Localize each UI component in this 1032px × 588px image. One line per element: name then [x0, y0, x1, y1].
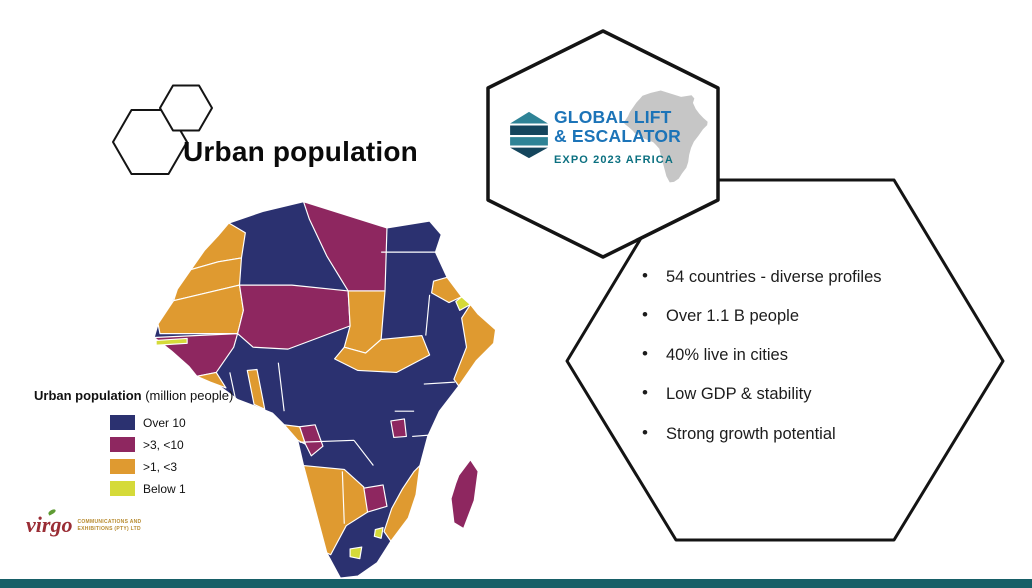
- legend-swatch-below-1: [110, 481, 135, 496]
- africa-silhouette-watermark: [624, 90, 708, 183]
- legend-row: Below 1: [110, 481, 294, 496]
- page-title: Urban population: [183, 136, 418, 167]
- legend-swatch-gt1-lt3: [110, 459, 135, 474]
- hexagon-shape: [486, 29, 720, 259]
- map-region: [302, 464, 369, 556]
- legend-label: Over 10: [143, 415, 186, 430]
- legend-items: Over 10 >3, <10 >1, <3 Below 1: [110, 415, 294, 496]
- fact-item: Over 1.1 B people: [630, 306, 960, 325]
- map-region: [333, 334, 431, 374]
- legend-label: Below 1: [143, 481, 186, 496]
- virgo-wordmark: virgo: [26, 512, 73, 537]
- logo-line-3: EXPO 2023 AFRICA: [554, 154, 674, 166]
- legend-row: >1, <3: [110, 459, 294, 474]
- map-region: [383, 464, 421, 542]
- legend-label: >3, <10: [143, 437, 184, 452]
- fact-item: Low GDP & stability: [630, 384, 960, 403]
- logo-line-1: GLOBAL LIFT: [554, 107, 672, 127]
- legend-swatch-over-10: [110, 415, 135, 430]
- map-region: [373, 527, 384, 539]
- map-region: [390, 418, 407, 438]
- logo-band: [510, 125, 548, 135]
- africa-choropleth-map: [153, 201, 497, 579]
- map-region: [455, 296, 471, 311]
- fact-item: 40% live in cities: [630, 345, 960, 364]
- fact-item: Strong growth potential: [630, 424, 960, 443]
- decorative-hexagons-icon: [112, 84, 213, 175]
- map-region: [155, 337, 188, 346]
- legend-swatch-gt3-lt10: [110, 437, 135, 452]
- legend-row: Over 10: [110, 415, 294, 430]
- africa-shape: [624, 90, 708, 183]
- map-region: [196, 371, 227, 389]
- map-region: [349, 546, 363, 560]
- hexagon-outline-small-icon: [159, 84, 213, 132]
- map-region: [299, 424, 324, 457]
- logo-band: [510, 111, 548, 124]
- map-region: [453, 303, 497, 387]
- legend-title-normal: (million people): [141, 388, 234, 403]
- logo-line-2: & ESCALATOR: [554, 126, 681, 146]
- virgo-brand-text: virgo: [26, 508, 73, 537]
- legend-label: >1, <3: [143, 459, 178, 474]
- legend-title-bold: Urban population: [34, 388, 142, 403]
- country-border-lines: [229, 251, 455, 524]
- logo-band: [510, 137, 548, 146]
- expo-logo-hexagon-outline: [486, 29, 720, 259]
- map-region: [430, 276, 463, 304]
- virgo-logo: virgo COMMUNICATIONS AND EXHIBITIONS (PT…: [26, 508, 151, 537]
- expo-logo-text: GLOBAL LIFT & ESCALATOR EXPO 2023 AFRICA: [554, 108, 681, 170]
- facts-list: 54 countries - diverse profiles Over 1.1…: [630, 267, 960, 464]
- legend-row: >3, <10: [110, 437, 294, 452]
- logo-band: [510, 147, 548, 159]
- map-legend: Urban population (million people) Over 1…: [34, 388, 294, 496]
- map-region: [236, 284, 351, 350]
- expo-logo-mark-icon: [510, 111, 548, 159]
- virgo-tagline: COMMUNICATIONS AND EXHIBITIONS (PTY) LTD: [77, 519, 142, 532]
- legend-title: Urban population (million people): [34, 388, 294, 403]
- fact-item: 54 countries - diverse profiles: [630, 267, 960, 286]
- map-region-madagascar: [450, 459, 479, 530]
- map-region: [246, 368, 266, 410]
- footer-accent-bar: [0, 579, 1032, 588]
